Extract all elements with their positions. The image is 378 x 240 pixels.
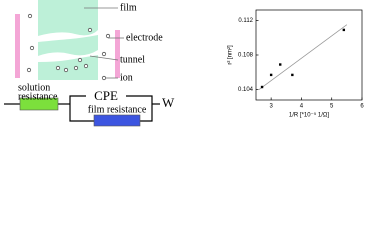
- cpe-gap: [86, 90, 126, 102]
- x-axis-label: 1/R [*10⁻⁵ 1/Ω]: [289, 112, 329, 119]
- label-film-resistance: film resistance: [88, 104, 147, 115]
- circuit-wires: [4, 95, 160, 122]
- ions: [26, 13, 111, 81]
- electrode-bar: [15, 14, 20, 78]
- electrode-bar: [115, 30, 120, 78]
- label-cpe: CPE: [94, 88, 118, 103]
- point: [279, 63, 282, 66]
- point: [291, 73, 294, 77]
- label-ion: ion: [120, 72, 133, 83]
- x-tick-label: 6: [360, 104, 364, 110]
- x-tick-label: 5: [330, 104, 334, 110]
- y-tick-label: 0.108: [238, 53, 254, 59]
- y-axis-label: r² [nm²]: [228, 45, 234, 65]
- leader-lines: [84, 7, 124, 79]
- diagram: film electrode tunnel ion solution resis…: [4, 0, 175, 127]
- plot-frame: [255, 9, 363, 101]
- film-resistor: [93, 114, 141, 127]
- point: [269, 73, 273, 77]
- x-tick-label: 4: [300, 104, 304, 110]
- y-tick-label: 0.112: [238, 18, 253, 24]
- tunnel-shape: [38, 50, 98, 62]
- solution-resistor: [19, 97, 59, 111]
- label-tunnel: tunnel: [120, 54, 145, 65]
- y-tick-label: 0.104: [238, 87, 254, 93]
- label-w: W: [162, 95, 175, 110]
- chart: 3 4 5 6 0.104 0.108 0.112 1/R [*10⁻⁵ 1/Ω] r² [nm…: [228, 9, 364, 119]
- tunnel-shape: [38, 30, 98, 42]
- point: [260, 85, 264, 89]
- figure: film electrode tunnel ion solution resis…: [4, 0, 364, 127]
- label-film: film: [120, 2, 137, 13]
- x-tick-label: 3: [269, 104, 273, 110]
- label-solution: resistance: [18, 91, 58, 102]
- fit-line: [258, 24, 348, 90]
- point: [342, 28, 346, 32]
- label-electrode: electrode: [126, 32, 163, 43]
- label-solution: solution: [18, 82, 50, 93]
